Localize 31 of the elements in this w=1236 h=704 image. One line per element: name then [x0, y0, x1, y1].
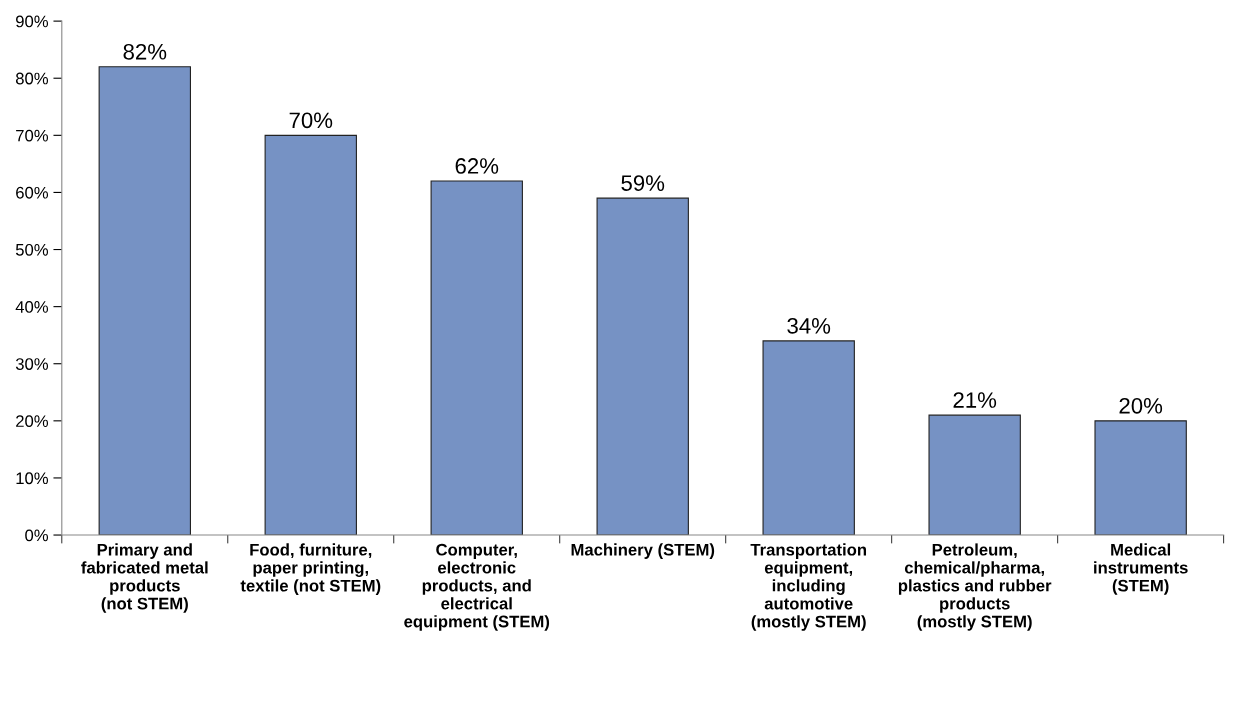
bar [928, 414, 1021, 536]
bar [430, 180, 523, 536]
y-tick-label: 70% [16, 129, 49, 142]
data-label: 20% [1119, 397, 1163, 414]
x-tick-label: Machinery (STEM) [571, 543, 715, 559]
data-label: 59% [621, 175, 665, 191]
y-tick-label: 90% [16, 15, 49, 28]
x-tick-label: Transportation equipment, including automotive (mostly STEM) [750, 543, 867, 631]
bar [264, 134, 357, 536]
data-label: 82% [123, 43, 167, 60]
x-tick-label: Medical instruments (STEM) [1094, 543, 1188, 595]
y-tick-label: 30% [15, 358, 49, 370]
y-tick-label: 80% [15, 72, 49, 85]
bar [1094, 420, 1187, 536]
x-tick-label: Food, furniture, paper printing, textile (not STEM) [240, 543, 381, 595]
data-label: 34% [787, 317, 831, 334]
bar [98, 66, 191, 536]
data-label: 62% [455, 158, 499, 174]
data-label: 70% [289, 112, 333, 129]
x-tick-label: Computer, electronic products, and electrical equipment (STEM) [404, 543, 550, 631]
y-tick-label: 60% [16, 186, 49, 199]
y-tick-label: 0% [25, 529, 49, 542]
data-label: 21% [953, 392, 997, 408]
y-tick-label: 20% [16, 415, 49, 428]
bar [596, 197, 689, 536]
x-tick-label: Petroleum, chemical/pharma, plastics and rubber products (mostly STEM) [898, 543, 1052, 631]
bar [762, 340, 855, 536]
x-tick-label: Primary and fabricated metal products (not STEM) [81, 543, 208, 613]
y-tick-label: 50% [15, 243, 49, 256]
y-tick-label: 10% [16, 472, 49, 485]
y-tick-label: 40% [15, 301, 49, 313]
